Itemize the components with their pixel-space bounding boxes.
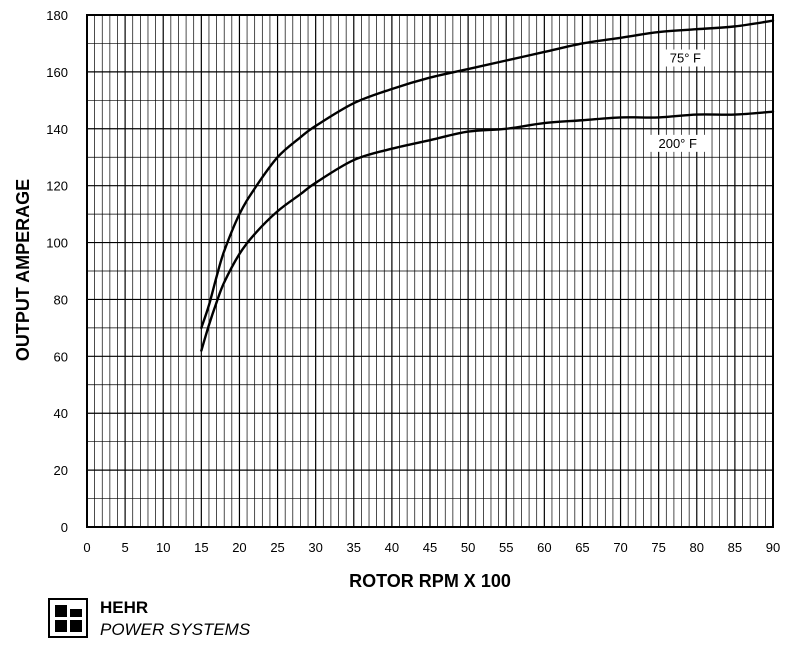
- x-tick-label: 75: [651, 540, 665, 555]
- y-tick-label: 140: [46, 122, 68, 137]
- x-tick-label: 50: [461, 540, 475, 555]
- series-label-background: [648, 134, 707, 152]
- y-tick-label: 60: [54, 349, 68, 364]
- y-tick-label: 40: [54, 406, 68, 421]
- chart-frame: [86, 14, 774, 528]
- y-axis-title: OUTPUT AMPERAGE: [13, 179, 33, 361]
- chart-grid: [86, 14, 774, 528]
- series-label: 75° F: [670, 51, 701, 66]
- x-tick-label: 90: [766, 540, 780, 555]
- y-axis-ticks: 0 20 40 60 80 100 120 140 160 180: [46, 8, 68, 535]
- x-tick-label: 0: [83, 540, 90, 555]
- series-labels: 75° F 200° F: [648, 49, 711, 152]
- brand-name: HEHR: [100, 598, 149, 617]
- y-tick-label: 160: [46, 65, 68, 80]
- output-amperage-chart: 0 5 10 15 20 25 30 35 40 45 50 55 60 65 70 75 80 85 90 0 20…: [13, 8, 780, 591]
- x-tick-label: 70: [613, 540, 627, 555]
- series-line: [200, 19, 775, 330]
- y-tick-label: 120: [46, 179, 68, 194]
- x-axis-title: ROTOR RPM X 100: [349, 571, 511, 591]
- x-tick-label: 10: [156, 540, 170, 555]
- y-tick-label: 0: [61, 520, 68, 535]
- x-tick-label: 60: [537, 540, 551, 555]
- x-tick-label: 25: [270, 540, 284, 555]
- x-tick-label: 5: [121, 540, 128, 555]
- y-tick-label: 20: [54, 463, 68, 478]
- x-tick-label: 45: [423, 540, 437, 555]
- series-label-background: [660, 49, 711, 67]
- x-tick-label: 35: [347, 540, 361, 555]
- x-tick-label: 80: [690, 540, 704, 555]
- y-tick-label: 100: [46, 236, 68, 251]
- series-lines: [200, 19, 775, 352]
- x-tick-label: 30: [308, 540, 322, 555]
- brand-subtitle: POWER SYSTEMS: [100, 620, 251, 639]
- x-axis-ticks: 0 5 10 15 20 25 30 35 40 45 50 55 60 65 70 75 80 85 90: [83, 540, 780, 555]
- series-label: 200° F: [658, 136, 697, 151]
- x-tick-label: 65: [575, 540, 589, 555]
- y-tick-label: 80: [54, 292, 68, 307]
- x-tick-label: 40: [385, 540, 399, 555]
- series-line: [200, 110, 775, 352]
- x-tick-label: 85: [728, 540, 742, 555]
- x-tick-label: 15: [194, 540, 208, 555]
- x-tick-label: 20: [232, 540, 246, 555]
- plot-border: [86, 14, 774, 528]
- y-tick-label: 180: [46, 8, 68, 23]
- hehr-logo: [48, 598, 88, 638]
- x-tick-label: 55: [499, 540, 513, 555]
